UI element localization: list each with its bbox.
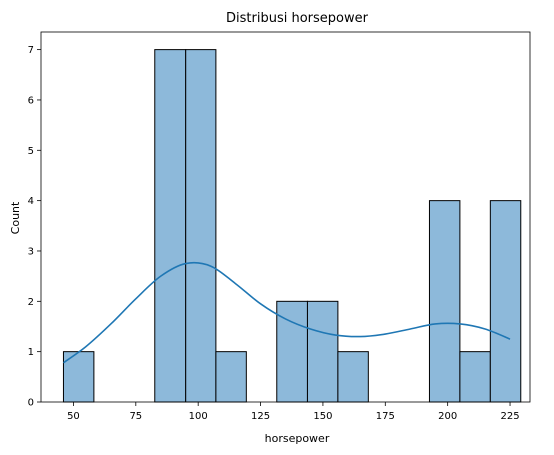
histogram-bar (185, 49, 217, 403)
bars-group (62, 49, 522, 403)
x-tick-label: 200 (438, 411, 457, 422)
y-axis-label: Count (9, 201, 22, 234)
x-axis-label: horsepower (265, 432, 330, 445)
x-tick-label: 75 (129, 411, 142, 422)
y-tick-label: 6 (28, 95, 34, 106)
y-tick-label: 0 (28, 398, 34, 409)
chart-title: Distribusi horsepower (226, 11, 369, 26)
histogram-bar (459, 351, 491, 403)
histogram-bar (154, 49, 187, 403)
x-tick-label: 50 (67, 411, 80, 422)
kde-curve (62, 261, 511, 364)
plot-frame (40, 31, 531, 403)
y-tick-label: 5 (28, 146, 34, 157)
histogram-bar (215, 351, 247, 403)
histogram-bar (306, 300, 339, 403)
x-tick-label: 150 (313, 411, 332, 422)
histogram-bar (276, 300, 308, 403)
histogram-bar (428, 200, 461, 403)
x-axis: 50 75 100 125 150 175 200 225 (67, 402, 520, 422)
y-tick-label: 7 (28, 45, 34, 56)
y-tick-label: 4 (28, 196, 34, 207)
x-tick-label: 175 (376, 411, 395, 422)
histogram-bar (489, 200, 522, 403)
x-tick-label: 100 (189, 411, 208, 422)
histogram-bar (337, 351, 369, 403)
y-tick-label: 1 (28, 347, 34, 358)
x-tick-label: 225 (500, 411, 519, 422)
x-tick-label: 125 (251, 411, 270, 422)
y-axis: 0 1 2 3 4 5 6 7 (28, 45, 41, 409)
y-tick-label: 2 (28, 297, 34, 308)
y-tick-label: 3 (28, 246, 34, 257)
